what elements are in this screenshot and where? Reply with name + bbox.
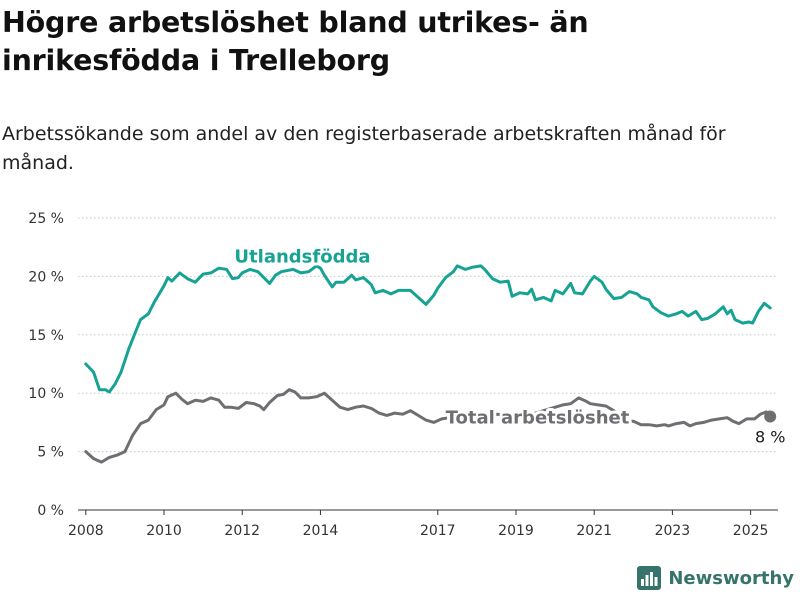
end-point-marker — [764, 410, 777, 423]
series-lines — [84, 264, 777, 464]
series-label-total: Total arbetslöshet — [446, 408, 630, 429]
end-value-label: 8 % — [755, 428, 785, 447]
chart-title: Högre arbetslöshet bland utrikes- än inr… — [2, 6, 589, 77]
y-tick-label: 25 % — [28, 211, 64, 227]
y-tick-label: 5 % — [37, 445, 64, 461]
grid-lines — [78, 217, 778, 453]
series-line-utlandsfodda — [84, 264, 772, 394]
y-tick-label: 20 % — [28, 269, 64, 285]
y-tick-label: 15 % — [28, 328, 64, 344]
x-tick-label: 2014 — [303, 523, 339, 539]
y-tick-label: 10 % — [28, 386, 64, 402]
series-label-utlandsfodda: Utlandsfödda — [234, 246, 370, 267]
x-tick-label: 2012 — [224, 523, 260, 539]
series-line-total — [84, 388, 772, 464]
x-tick-label: 2025 — [733, 523, 769, 539]
x-tick-label: 2008 — [68, 523, 104, 539]
x-tick-label: 2010 — [146, 523, 182, 539]
bar-chart-logo-icon — [637, 566, 662, 590]
chart-subtitle: Arbetssökande som andel av den registerb… — [2, 123, 726, 174]
x-tick-label: 2017 — [420, 523, 456, 539]
brand-name: Newsworthy — [668, 567, 794, 589]
x-tick-label: 2021 — [576, 523, 612, 539]
series-labels: Utlandsfödda Total arbetslöshet 8 % — [231, 243, 785, 447]
brand: Newsworthy — [637, 566, 794, 590]
y-tick-label: 0 % — [37, 503, 64, 519]
axes: 0 % 5 % 10 % 15 % 20 % 25 % 2008 2010 2012 2014 20… — [28, 211, 778, 539]
x-tick-label: 2023 — [655, 523, 691, 539]
x-tick-label: 2019 — [498, 523, 534, 539]
